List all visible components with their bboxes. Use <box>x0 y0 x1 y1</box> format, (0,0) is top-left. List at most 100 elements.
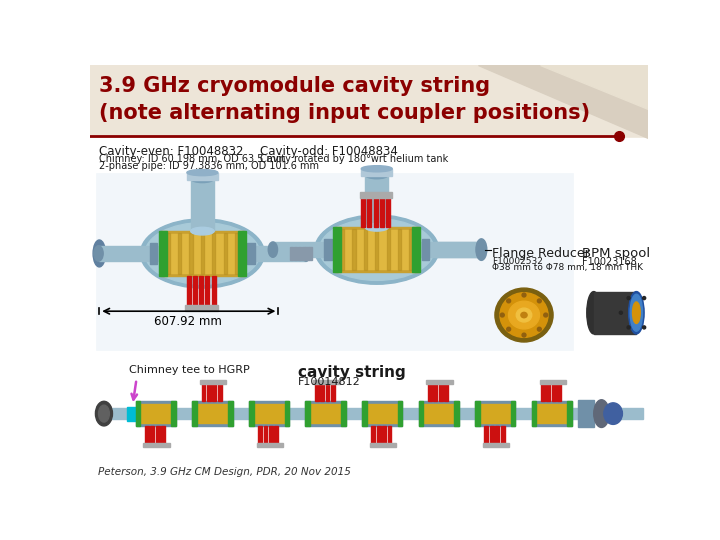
Text: Chimney tee to HGRP: Chimney tee to HGRP <box>129 365 250 375</box>
Bar <box>269 426 273 443</box>
Bar <box>218 384 222 401</box>
Bar <box>309 404 343 423</box>
Bar <box>273 242 335 257</box>
Bar <box>361 168 392 177</box>
Bar <box>185 305 218 311</box>
Bar <box>367 198 372 227</box>
Ellipse shape <box>365 224 388 231</box>
Bar <box>127 407 138 421</box>
Text: Φ38 mm to Φ78 mm, 18 mm THK: Φ38 mm to Φ78 mm, 18 mm THK <box>492 264 643 273</box>
Bar <box>187 173 218 180</box>
Ellipse shape <box>508 301 539 329</box>
Bar <box>361 198 365 227</box>
Bar <box>238 231 246 276</box>
Bar <box>483 443 509 448</box>
Bar <box>305 401 310 426</box>
Bar <box>485 426 488 443</box>
Circle shape <box>522 333 526 337</box>
Circle shape <box>522 293 526 297</box>
Circle shape <box>500 313 504 317</box>
Bar <box>490 426 494 443</box>
Bar <box>475 401 516 426</box>
Bar <box>96 408 644 419</box>
Bar <box>294 247 297 260</box>
Bar <box>532 401 536 426</box>
Text: Chimney: ID 60.198 mm, OD 63.5 mm: Chimney: ID 60.198 mm, OD 63.5 mm <box>99 154 286 164</box>
Bar <box>413 227 420 272</box>
Bar <box>500 426 505 443</box>
Bar <box>192 401 197 426</box>
Text: cavity string: cavity string <box>297 365 405 380</box>
Bar <box>557 384 561 401</box>
Bar <box>90 65 648 138</box>
Ellipse shape <box>604 403 622 424</box>
Bar <box>192 401 233 426</box>
Bar <box>136 401 140 426</box>
Bar <box>444 384 448 401</box>
Bar <box>567 401 572 426</box>
Bar <box>532 401 572 426</box>
Bar <box>422 239 429 260</box>
Bar <box>364 229 367 271</box>
Bar <box>333 227 341 272</box>
Ellipse shape <box>99 405 109 422</box>
Bar <box>290 247 293 260</box>
Bar <box>360 192 392 198</box>
Ellipse shape <box>587 292 600 334</box>
Bar <box>539 380 566 384</box>
Ellipse shape <box>516 308 532 322</box>
Bar <box>454 401 459 426</box>
Bar <box>96 173 573 350</box>
Bar <box>143 443 170 448</box>
Ellipse shape <box>94 246 103 261</box>
Circle shape <box>544 313 548 317</box>
Bar <box>244 246 306 261</box>
Ellipse shape <box>632 302 640 323</box>
Bar <box>338 231 415 269</box>
Bar <box>422 404 456 423</box>
Bar <box>248 242 255 264</box>
Bar <box>418 401 423 426</box>
Circle shape <box>642 326 646 329</box>
Bar <box>200 380 226 384</box>
Bar <box>495 426 499 443</box>
Bar <box>171 401 176 426</box>
Bar <box>386 198 390 227</box>
Bar <box>310 247 312 260</box>
Text: BPM spool: BPM spool <box>582 247 650 260</box>
Ellipse shape <box>630 294 642 331</box>
Bar <box>150 426 154 443</box>
Bar <box>207 384 211 401</box>
Bar <box>302 247 305 260</box>
Bar <box>212 384 216 401</box>
Bar <box>284 401 289 426</box>
Bar <box>397 401 402 426</box>
Bar <box>264 426 267 443</box>
Bar <box>223 233 227 274</box>
Bar <box>365 175 388 227</box>
Text: 607.92 mm: 607.92 mm <box>155 315 222 328</box>
Bar <box>193 276 197 305</box>
Bar <box>136 401 176 426</box>
Bar <box>535 404 569 423</box>
Bar <box>341 229 344 271</box>
Bar <box>433 384 437 401</box>
Bar <box>578 400 594 428</box>
Bar <box>189 233 192 274</box>
Bar <box>150 242 158 264</box>
Bar <box>438 384 443 401</box>
Bar <box>341 401 346 426</box>
Bar <box>541 384 545 401</box>
Ellipse shape <box>365 171 388 179</box>
Bar <box>475 401 480 426</box>
Bar <box>313 380 340 384</box>
Bar <box>324 239 332 260</box>
Text: Flange Reducer: Flange Reducer <box>492 247 590 260</box>
Circle shape <box>507 327 510 331</box>
Text: 3.9 GHz cryomodule cavity string: 3.9 GHz cryomodule cavity string <box>99 76 490 96</box>
Circle shape <box>627 326 630 329</box>
Polygon shape <box>477 65 648 138</box>
Circle shape <box>627 296 630 300</box>
Bar <box>159 231 167 276</box>
Bar <box>362 401 366 426</box>
